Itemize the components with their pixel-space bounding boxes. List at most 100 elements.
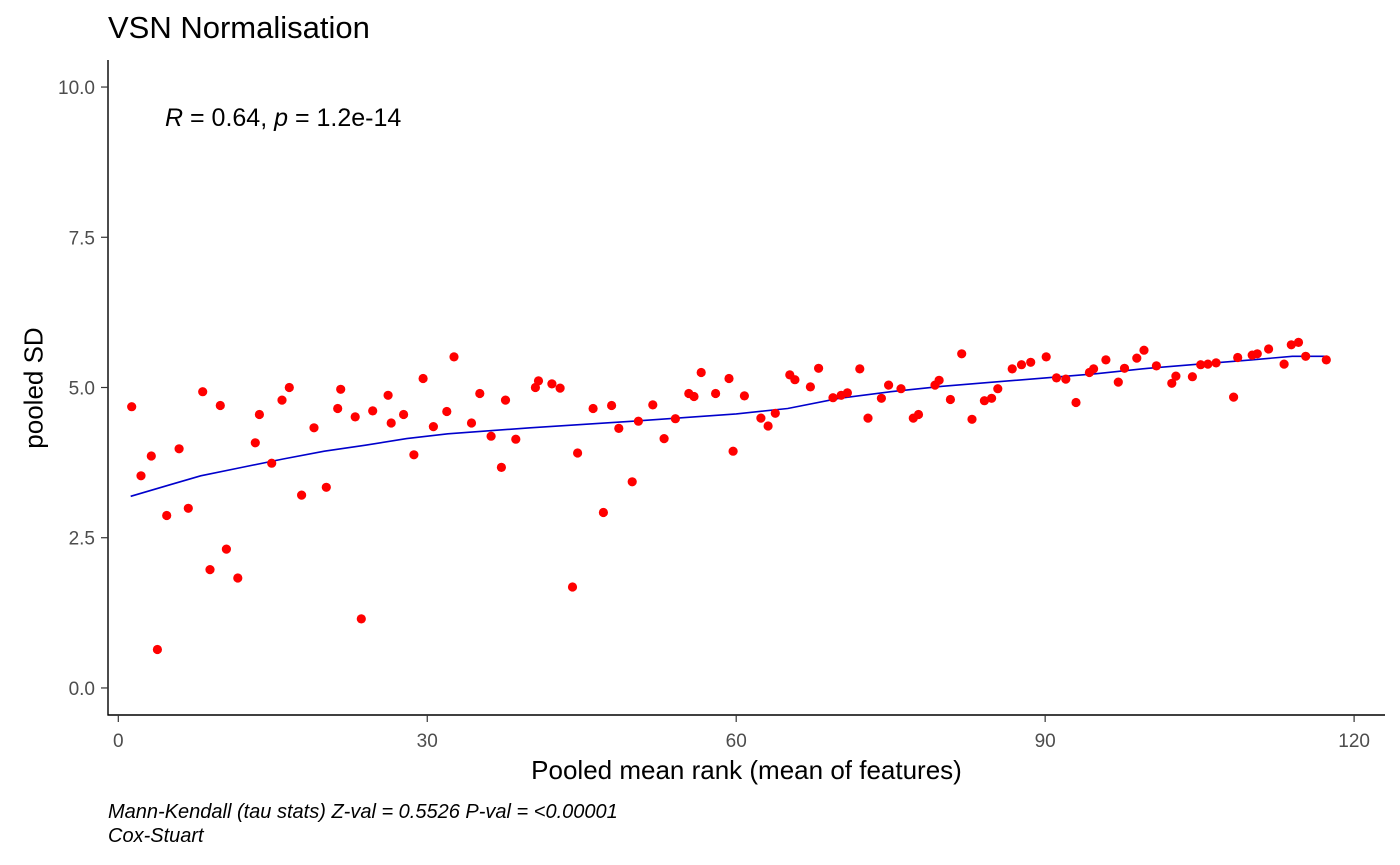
data-point — [1139, 345, 1149, 355]
r-symbol: R — [165, 104, 183, 132]
data-point — [567, 582, 578, 592]
data-point — [855, 364, 865, 374]
data-point — [267, 458, 277, 468]
data-point — [1252, 349, 1262, 359]
data-point — [198, 387, 208, 397]
x-tick-label: 90 — [1035, 731, 1056, 752]
data-point — [174, 444, 184, 454]
data-point — [1264, 344, 1274, 354]
data-point — [233, 573, 243, 583]
data-point — [842, 388, 853, 398]
data-point — [1026, 357, 1036, 367]
data-point — [770, 408, 780, 418]
data-point — [449, 352, 459, 362]
data-point — [805, 382, 816, 392]
data-point — [934, 375, 944, 385]
data-point — [1119, 363, 1130, 373]
data-point — [1151, 361, 1161, 371]
data-point — [309, 423, 319, 433]
p-value: = 1.2e-14 — [288, 104, 401, 132]
y-tick-label: 10.0 — [58, 78, 95, 99]
data-point — [555, 383, 565, 393]
data-point — [127, 402, 137, 412]
data-point — [428, 422, 438, 432]
data-point — [993, 384, 1003, 394]
data-point — [1101, 355, 1111, 365]
p-symbol: p — [273, 104, 288, 132]
data-point — [418, 373, 428, 384]
x-tick-label: 120 — [1338, 731, 1370, 752]
data-point — [728, 446, 738, 456]
data-point — [588, 403, 598, 414]
data-point — [336, 384, 346, 394]
data-point — [1286, 340, 1296, 350]
data-point — [409, 450, 419, 460]
data-point — [828, 393, 838, 403]
data-point — [790, 375, 800, 385]
y-tick-label: 7.5 — [69, 228, 95, 249]
data-point — [896, 384, 906, 394]
data-point — [689, 391, 699, 402]
y-tick-label: 2.5 — [69, 529, 95, 550]
data-point — [162, 510, 172, 521]
data-point — [183, 503, 193, 513]
data-point — [659, 434, 669, 444]
data-point — [205, 565, 215, 575]
x-tick-label: 60 — [726, 731, 747, 752]
data-point — [913, 409, 924, 420]
data-point — [511, 434, 521, 444]
data-point — [466, 418, 477, 428]
data-point — [763, 421, 773, 431]
data-point — [739, 391, 750, 401]
data-point — [1016, 360, 1027, 370]
data-point — [573, 448, 583, 458]
data-point — [1187, 372, 1197, 382]
data-point — [136, 471, 146, 481]
data-point — [1041, 352, 1051, 362]
correlation-annotation: R = 0.64, p = 1.2e-14 — [165, 104, 401, 132]
x-axis-label: Pooled mean rank (mean of features) — [531, 755, 962, 785]
y-axis-label: pooled SD — [18, 327, 49, 449]
data-point — [533, 376, 544, 386]
data-point — [368, 406, 378, 416]
data-point — [756, 413, 766, 423]
data-point — [1203, 359, 1213, 369]
data-point — [1321, 355, 1331, 365]
data-point — [1229, 392, 1239, 402]
x-tick-label: 0 — [113, 731, 124, 752]
y-tick-label: 0.0 — [69, 679, 95, 700]
data-point — [1071, 397, 1081, 408]
data-point — [1051, 373, 1062, 383]
data-point — [614, 423, 624, 433]
data-point — [215, 400, 225, 411]
data-point — [1233, 352, 1243, 363]
data-point — [277, 395, 287, 405]
data-point — [486, 431, 496, 441]
data-point — [957, 349, 967, 359]
data-point — [607, 400, 617, 411]
caption-line-mann-kendall: Mann-Kendall (tau stats) Z-val = 0.5526 … — [108, 801, 618, 823]
data-point — [863, 413, 873, 423]
data-point — [1279, 359, 1289, 369]
data-point — [254, 409, 264, 420]
data-point — [442, 406, 452, 417]
data-point — [284, 382, 294, 393]
data-point — [979, 396, 990, 406]
data-point — [350, 412, 360, 422]
data-point — [386, 418, 396, 428]
data-point — [945, 394, 956, 405]
data-point — [648, 400, 658, 410]
data-point — [356, 614, 366, 624]
data-point — [146, 451, 156, 461]
data-point — [1007, 364, 1017, 374]
data-point — [598, 507, 609, 518]
data-point — [1132, 353, 1142, 363]
y-tick-label: 5.0 — [69, 379, 95, 400]
chart-title: VSN Normalisation — [108, 10, 370, 45]
data-point — [152, 644, 162, 655]
data-point — [627, 477, 637, 487]
data-point — [1293, 337, 1304, 347]
data-point — [967, 414, 977, 424]
data-point — [814, 363, 824, 373]
